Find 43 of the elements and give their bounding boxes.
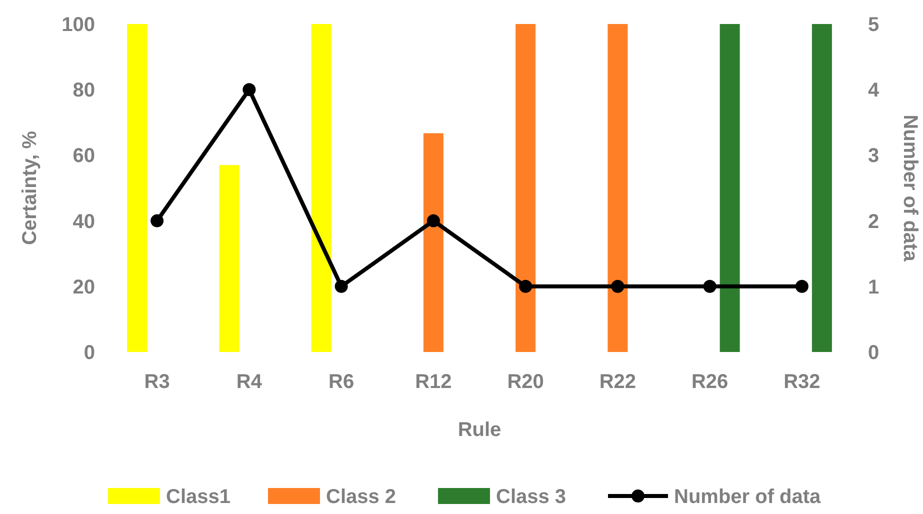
x-tick-label: R3 (144, 371, 170, 393)
y-axis-title: Certainty, % (19, 130, 41, 246)
point (703, 280, 716, 293)
point (242, 83, 256, 96)
point (334, 280, 348, 293)
x-tick-label: R32 (784, 371, 820, 393)
bar (812, 24, 832, 352)
bar (516, 24, 536, 352)
bar (311, 24, 332, 352)
bar (127, 24, 148, 352)
point (611, 280, 624, 293)
x-tick-label: R20 (507, 371, 544, 393)
y-tick-label: 40 (72, 210, 95, 233)
legend-label: Class1 (166, 486, 230, 508)
legend-label: Number of data (674, 486, 822, 508)
point (426, 214, 440, 228)
x-tick-label: R12 (415, 371, 452, 393)
y2-tick-label: 5 (868, 14, 880, 36)
y2-tick-label: 2 (868, 210, 880, 233)
point (150, 214, 164, 228)
x-tick-label: R22 (599, 371, 636, 393)
y2-axis-title: Number of data (899, 114, 921, 262)
y-tick-label: 80 (72, 80, 95, 102)
x-tick-label: R26 (691, 371, 728, 393)
x-tick-label: R4 (236, 371, 263, 393)
legend-label: Class 2 (326, 486, 396, 508)
y2-tick-label: 1 (868, 276, 880, 298)
x-tick-label: R6 (328, 371, 354, 393)
legend-label: Class 3 (496, 486, 566, 508)
y-tick-label: 20 (72, 276, 95, 298)
bar (219, 165, 240, 352)
point (795, 280, 808, 293)
y-tick-label: 100 (62, 14, 95, 36)
y-tick-label: 60 (72, 145, 95, 168)
y2-tick-label: 3 (868, 145, 880, 168)
bar (608, 24, 628, 352)
y-tick-label: 0 (84, 342, 95, 364)
y2-tick-label: 0 (868, 342, 880, 364)
y2-tick-label: 4 (868, 80, 880, 102)
x-axis-title: Rule (458, 419, 502, 441)
bar (720, 24, 740, 352)
bar (423, 133, 444, 352)
point (519, 280, 532, 293)
